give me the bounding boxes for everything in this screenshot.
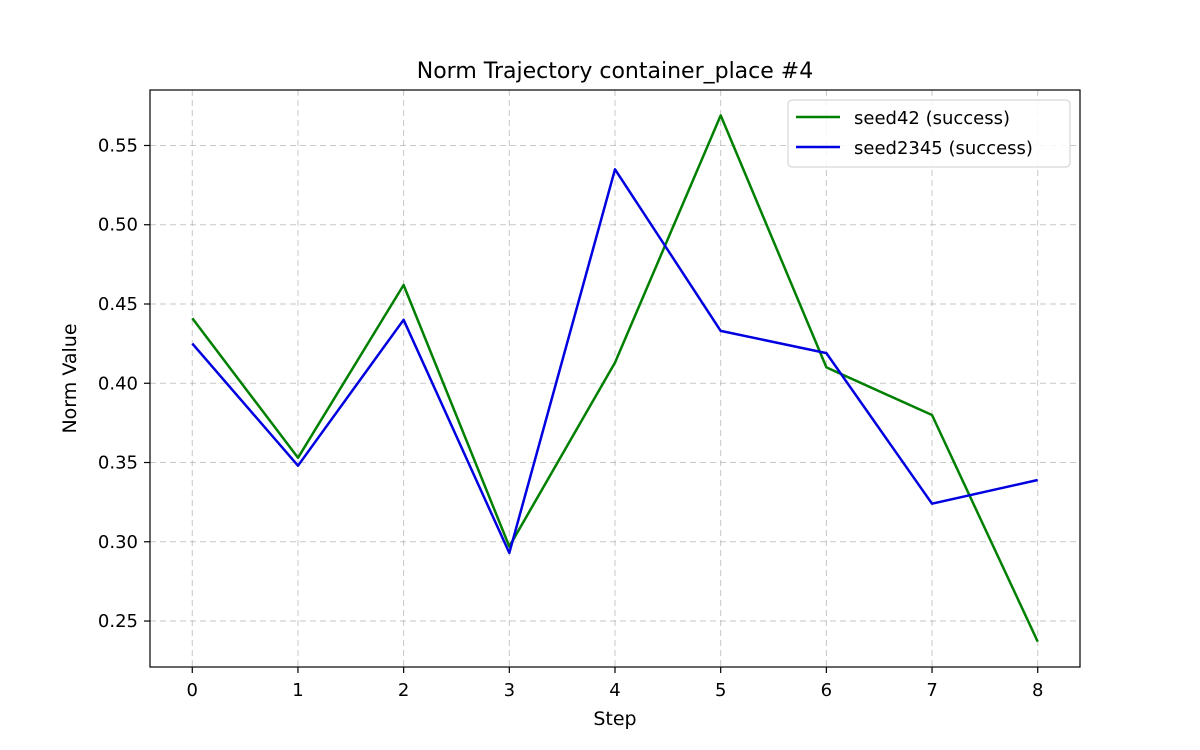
x-tick-label: 1: [292, 680, 303, 701]
y-axis-label: Norm Value: [59, 323, 81, 433]
x-tick-label: 5: [715, 680, 726, 701]
x-tick-label: 4: [609, 680, 620, 701]
axis-ticks: 0 1 2 3 4 5 6 7 8 0.25 0.30 0.35 0.40 0.45 0.50 0.55: [98, 135, 1044, 701]
y-tick-label: 0.35: [98, 453, 138, 474]
series-line-seed2345: [191, 168, 1038, 555]
chart-title: Norm Trajectory container_place #4: [417, 59, 813, 84]
x-tick-label: 0: [187, 680, 198, 701]
legend-box: [787, 99, 1071, 168]
y-tick-label: 0.50: [98, 215, 138, 236]
series-layer: [191, 114, 1039, 643]
y-tick-label: 0.55: [98, 135, 138, 156]
series-line-seed42: [191, 114, 1039, 643]
legend-label-seed42: seed42 (success): [854, 108, 1010, 129]
x-tick-label: 8: [1032, 680, 1043, 701]
x-tick-label: 2: [398, 680, 409, 701]
y-tick-label: 0.25: [98, 611, 138, 632]
legend-label-seed2345: seed2345 (success): [854, 138, 1033, 159]
y-tick-label: 0.30: [98, 532, 138, 553]
x-tick-label: 3: [504, 680, 515, 701]
x-axis-label: Step: [593, 708, 636, 730]
y-tick-label: 0.40: [98, 373, 138, 394]
legend: seed42 (success) seed2345 (success): [787, 99, 1071, 168]
x-tick-label: 6: [821, 680, 832, 701]
y-tick-label: 0.45: [98, 294, 138, 315]
x-tick-label: 7: [926, 680, 937, 701]
